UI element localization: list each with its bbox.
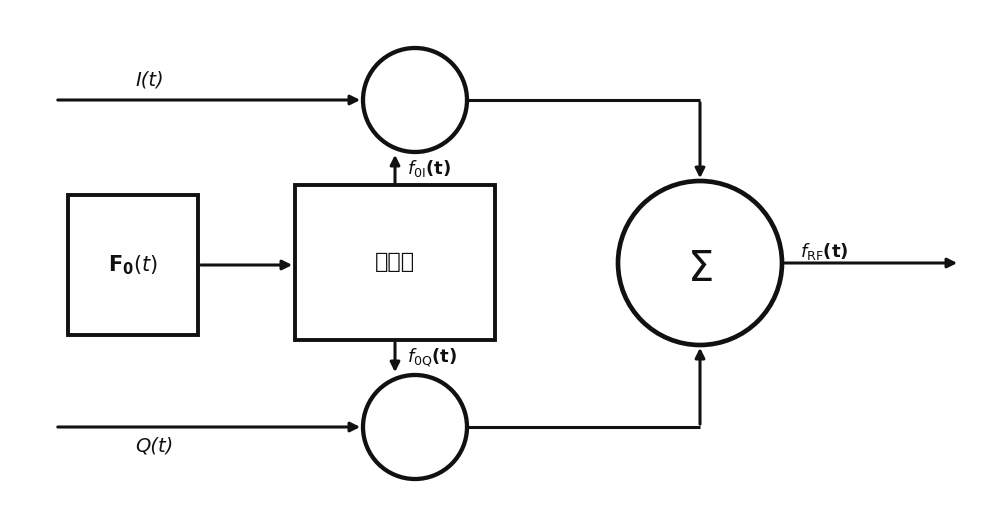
Circle shape [618, 181, 782, 345]
Text: $\mathbf{F_0}(t)$: $\mathbf{F_0}(t)$ [108, 253, 158, 277]
Text: $f_{\mathrm{RF}}\mathbf{(t)}$: $f_{\mathrm{RF}}\mathbf{(t)}$ [800, 240, 848, 261]
Text: I(t): I(t) [135, 71, 164, 90]
Bar [68, 195, 198, 335]
Text: Q(t): Q(t) [135, 437, 173, 456]
Circle shape [363, 48, 467, 152]
Text: $f_{\mathrm{0Q}}\mathbf{(t)}$: $f_{\mathrm{0Q}}\mathbf{(t)}$ [407, 346, 457, 369]
Text: 移相器: 移相器 [375, 252, 415, 272]
Text: $\Sigma$: $\Sigma$ [687, 248, 713, 290]
Circle shape [363, 375, 467, 479]
Bar [295, 185, 495, 340]
Text: $f_{\mathrm{0I}}\mathbf{(t)}$: $f_{\mathrm{0I}}\mathbf{(t)}$ [407, 158, 451, 179]
